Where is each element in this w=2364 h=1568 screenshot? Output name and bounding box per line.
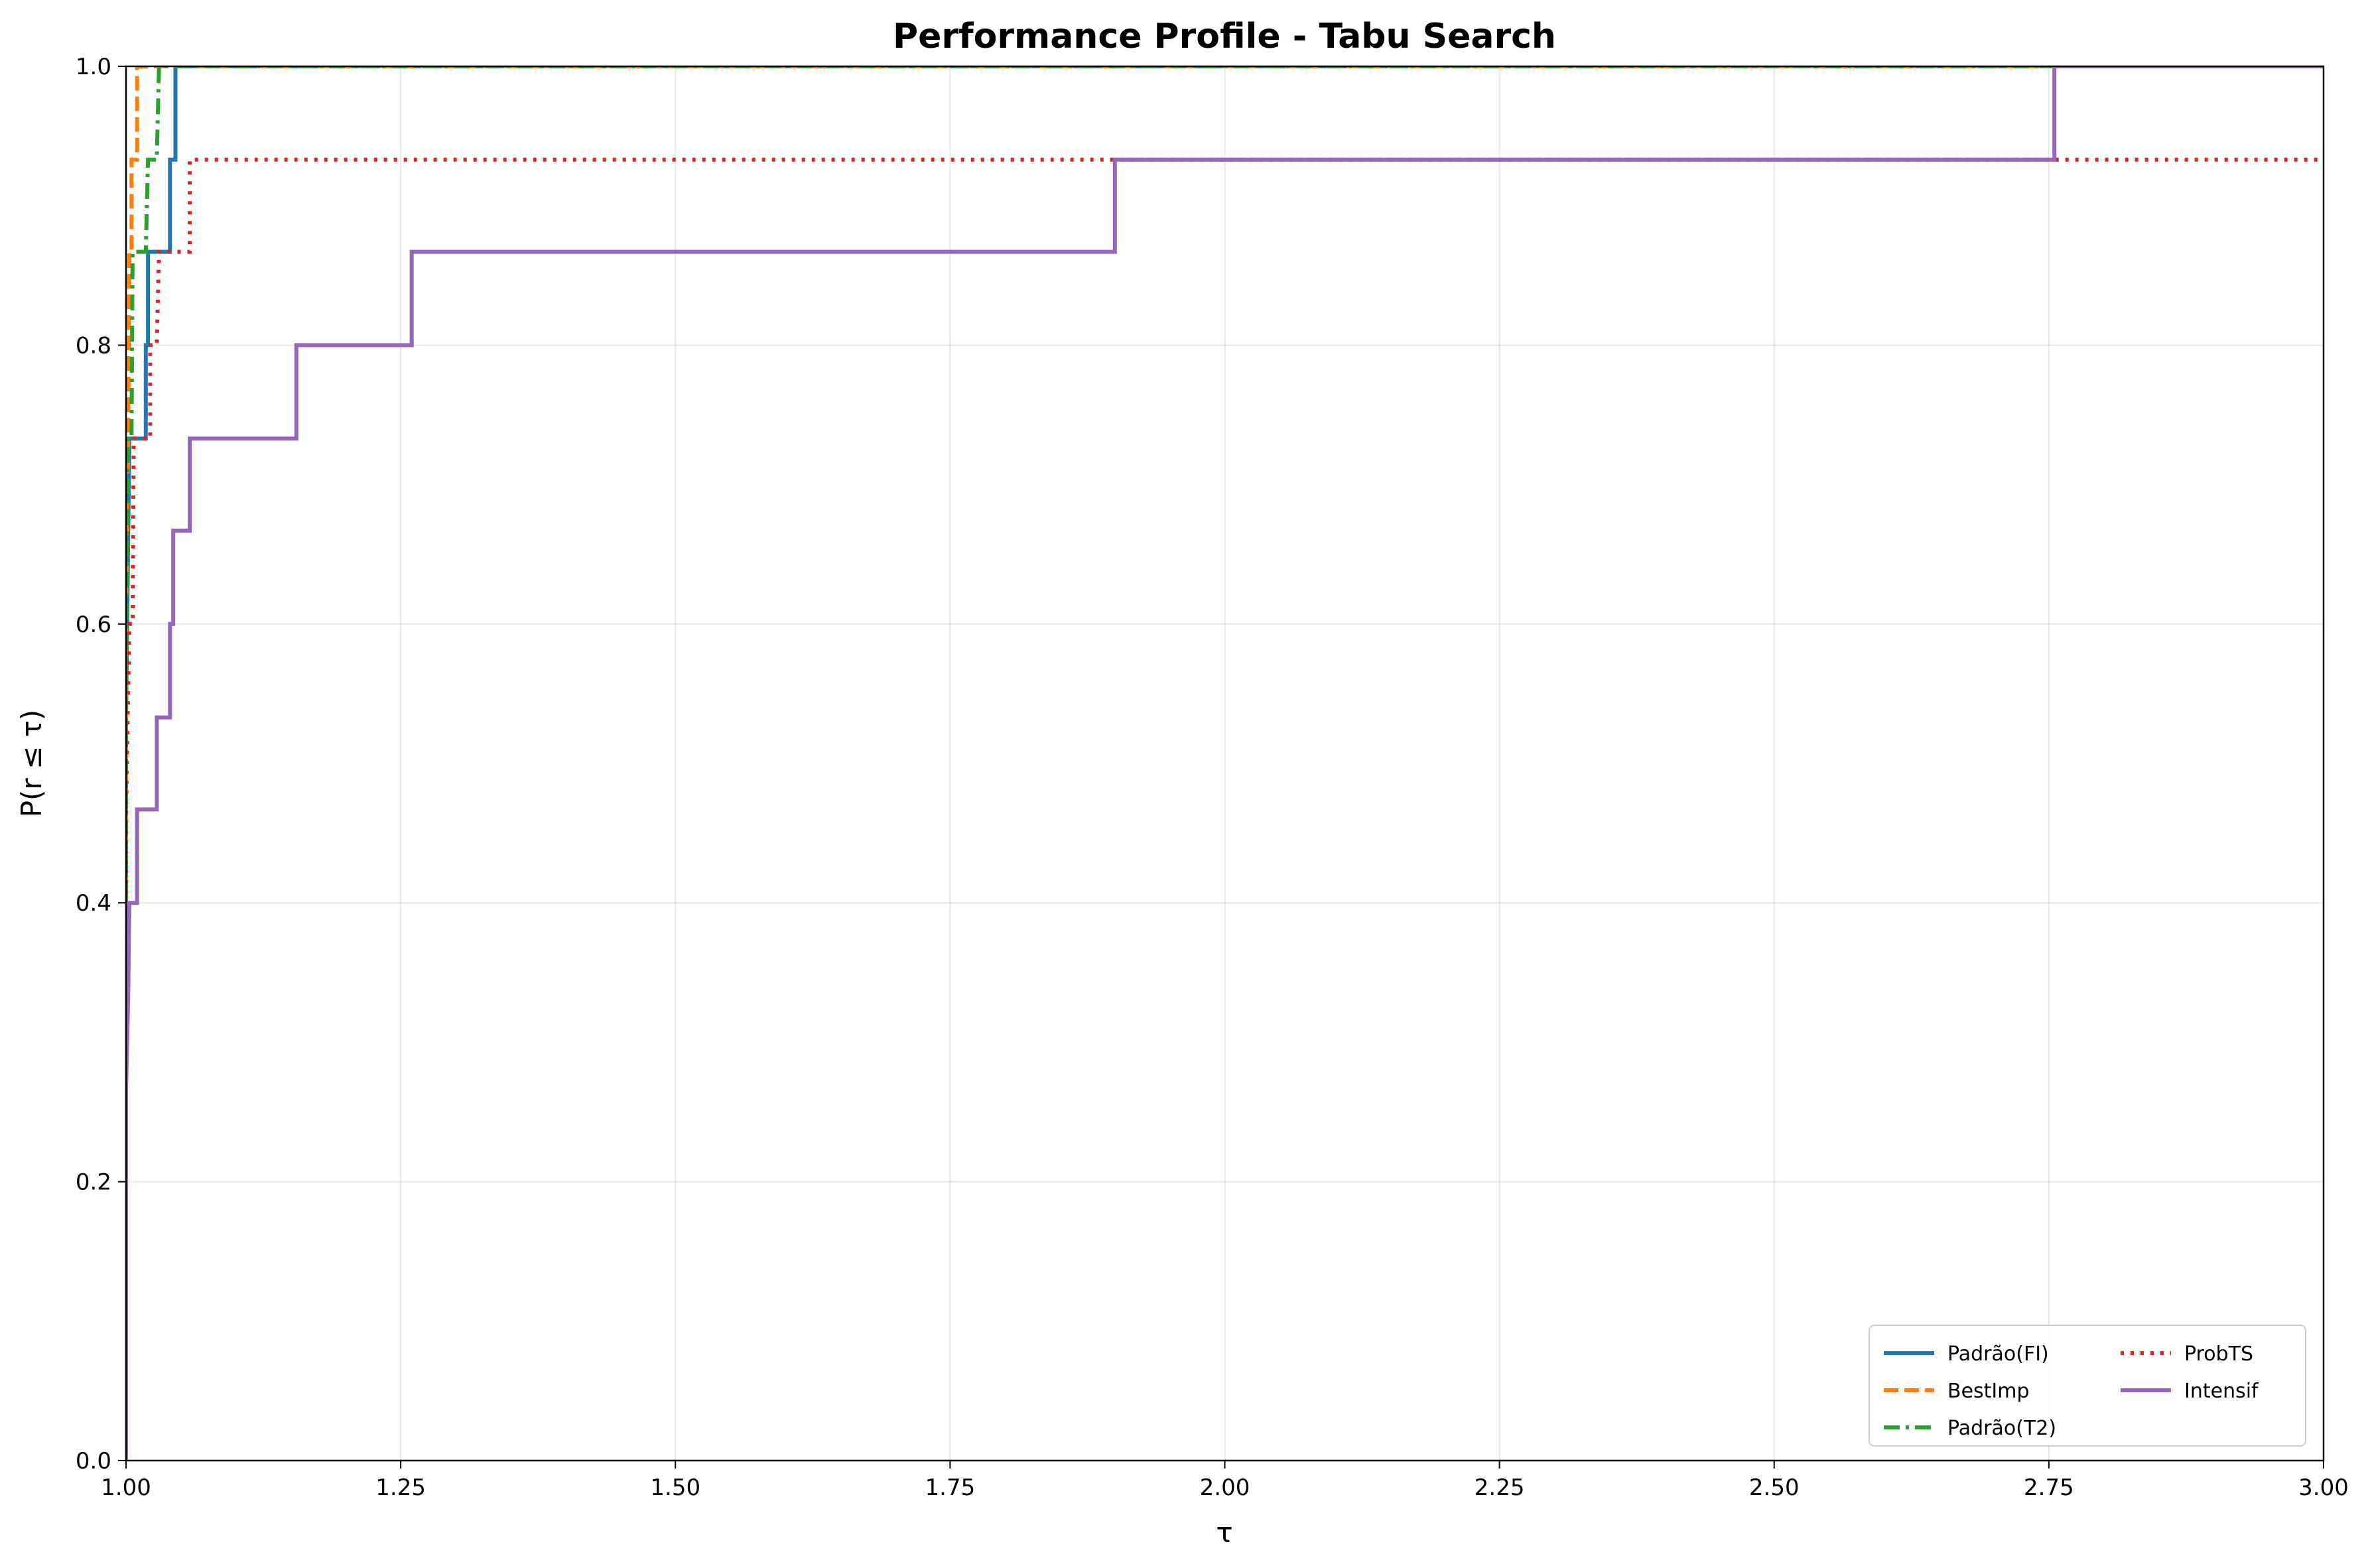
x-tick-label: 1.75: [925, 1474, 976, 1501]
y-tick-label: 0.4: [76, 890, 111, 917]
x-tick-label: 1.25: [375, 1474, 426, 1501]
series-line-Padrão(T2): [126, 66, 2324, 1461]
series-line-Intensif: [126, 66, 2324, 1461]
x-axis-label: τ: [1216, 1516, 1232, 1549]
x-tick-label: 2.00: [1200, 1474, 1250, 1501]
y-tick-label: 0.6: [76, 612, 111, 638]
y-tick-label: 0.0: [76, 1448, 111, 1474]
x-tick-label: 1.50: [650, 1474, 700, 1501]
x-tick-label: 3.00: [2298, 1474, 2349, 1501]
y-tick-label: 1.0: [76, 54, 111, 80]
x-axis-ticks: 1.00 1.25 1.50 1.75 2.00 2.25 2.50 2.75 3.00: [101, 1461, 2349, 1501]
legend-label: Padrão(FI): [1947, 1342, 2049, 1366]
legend-label: Padrão(T2): [1947, 1417, 2056, 1440]
y-axis-ticks: 0.0 0.2 0.4 0.6 0.8 1.0: [76, 54, 126, 1474]
x-tick-label: 2.50: [1749, 1474, 1800, 1501]
x-tick-label: 1.00: [101, 1474, 151, 1501]
x-tick-label: 2.25: [1475, 1474, 1525, 1501]
chart-title: Performance Profile - Tabu Search: [893, 17, 1556, 56]
x-tick-label: 2.75: [2024, 1474, 2074, 1501]
legend-label: Intensif: [2184, 1380, 2259, 1403]
legend-label: ProbTS: [2184, 1342, 2253, 1366]
series-line-Padrão(FI): [126, 66, 2324, 1461]
legend: Padrão(FI) BestImp Padrão(T2) ProbTS Intensi…: [1869, 1325, 2306, 1447]
y-tick-label: 0.8: [76, 332, 111, 359]
legend-box: [1869, 1325, 2306, 1447]
y-tick-label: 0.2: [76, 1169, 111, 1196]
legend-label: BestImp: [1947, 1380, 2030, 1403]
y-axis-label: P(r ≤ τ): [15, 710, 48, 818]
